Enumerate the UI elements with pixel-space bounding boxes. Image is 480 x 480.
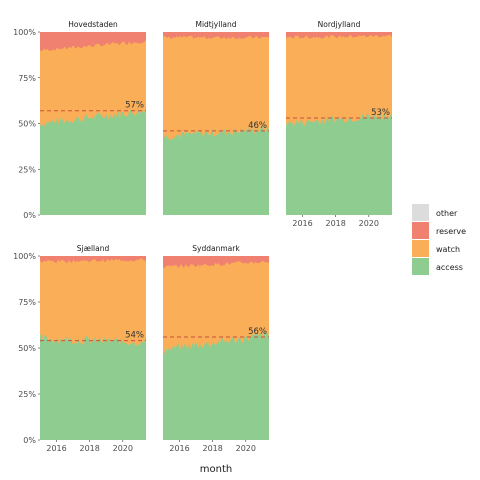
facet-title: Hovedstaden [68,20,118,29]
facet-title: Midtjylland [195,20,236,29]
x-tick-label: 2018 [326,219,346,228]
mean-access-label: 56% [248,327,267,337]
x-tick-label: 2018 [80,444,100,453]
legend-label-other: other [436,209,458,218]
y-tick-label: 75% [18,298,36,307]
facet-nordjylland: Nordjylland 53% 2016 2018 2020 [286,20,392,228]
y-tick-label: 25% [18,390,36,399]
legend-label-access: access [436,263,463,272]
x-axis-title: month [200,464,232,475]
facet-title: Nordjylland [318,20,361,29]
legend-key-watch [412,240,429,257]
facet-title: Sjælland [77,244,110,253]
x-tick-label: 2016 [169,444,189,453]
y-tick-label: 75% [18,74,36,83]
legend-key-reserve [412,222,429,239]
y-tick-label: 50% [18,344,36,353]
y-tick-label: 100% [13,252,36,261]
facet-syddanmark: Syddanmark 56% 2016 2018 2020 [163,244,269,453]
area-access [40,109,146,215]
facet-hovedstaden: Hovedstaden 57% 0% 25% 50% 75% 100% [13,20,146,220]
y-tick-label: 25% [18,165,36,174]
mean-access-label: 57% [125,101,144,111]
mean-access-label: 54% [125,331,144,341]
x-tick-label: 2020 [236,444,256,453]
y-tick-label: 50% [18,120,36,129]
y-tick-label: 0% [23,436,36,445]
facet-midtjylland: Midtjylland 46% [163,20,269,216]
mean-access-label: 53% [371,108,390,118]
legend-key-access [412,258,429,275]
legend-key-other [412,204,429,221]
mean-access-label: 46% [248,121,267,131]
x-tick-label: 2020 [359,219,379,228]
y-tick-label: 0% [23,211,36,220]
legend-label-watch: watch [436,245,460,254]
area-access [40,334,146,440]
x-tick-label: 2016 [292,219,312,228]
area-access [286,111,392,215]
x-tick-label: 2020 [113,444,133,453]
y-tick-label: 100% [13,28,36,37]
legend-label-reserve: reserve [436,227,466,236]
facet-sjælland: Sjælland 54% 0% 25% 50% 75% 100% 2016 2018 2020 [13,244,146,453]
area-access [163,124,269,215]
facet-title: Syddanmark [192,244,240,253]
x-tick-label: 2016 [46,444,66,453]
x-tick-label: 2018 [203,444,223,453]
legend: other reserve watch access [412,204,466,275]
area-access [163,331,269,440]
